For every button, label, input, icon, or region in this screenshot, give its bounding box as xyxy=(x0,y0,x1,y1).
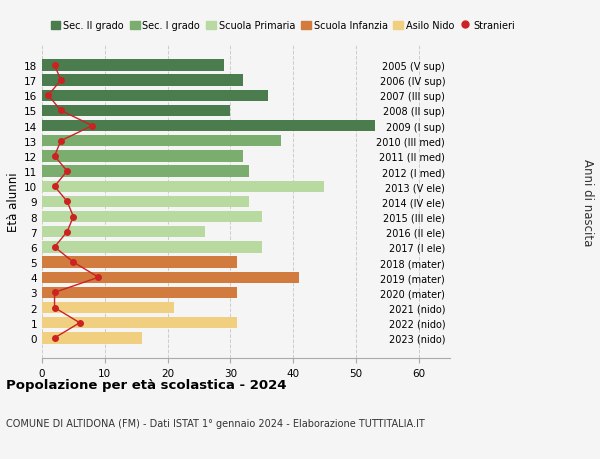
Bar xyxy=(42,75,243,87)
Bar xyxy=(42,302,174,313)
Bar xyxy=(42,166,249,177)
Legend: Sec. II grado, Sec. I grado, Scuola Primaria, Scuola Infanzia, Asilo Nido, Stran: Sec. II grado, Sec. I grado, Scuola Prim… xyxy=(47,17,518,35)
Bar xyxy=(42,287,236,298)
Y-axis label: Età alunni: Età alunni xyxy=(7,172,20,232)
Bar xyxy=(42,106,230,117)
Text: Anni di nascita: Anni di nascita xyxy=(581,158,594,246)
Text: COMUNE DI ALTIDONA (FM) - Dati ISTAT 1° gennaio 2024 - Elaborazione TUTTITALIA.I: COMUNE DI ALTIDONA (FM) - Dati ISTAT 1° … xyxy=(6,418,425,428)
Bar xyxy=(42,60,224,72)
Bar xyxy=(42,181,325,192)
Bar xyxy=(42,242,262,253)
Bar xyxy=(42,317,236,329)
Bar xyxy=(42,136,281,147)
Bar xyxy=(42,90,268,102)
Bar xyxy=(42,332,142,344)
Bar xyxy=(42,272,299,283)
Bar xyxy=(42,151,243,162)
Bar xyxy=(42,212,262,223)
Bar xyxy=(42,121,374,132)
Bar xyxy=(42,196,249,207)
Bar xyxy=(42,227,205,238)
Bar xyxy=(42,257,236,268)
Text: Popolazione per età scolastica - 2024: Popolazione per età scolastica - 2024 xyxy=(6,379,287,392)
